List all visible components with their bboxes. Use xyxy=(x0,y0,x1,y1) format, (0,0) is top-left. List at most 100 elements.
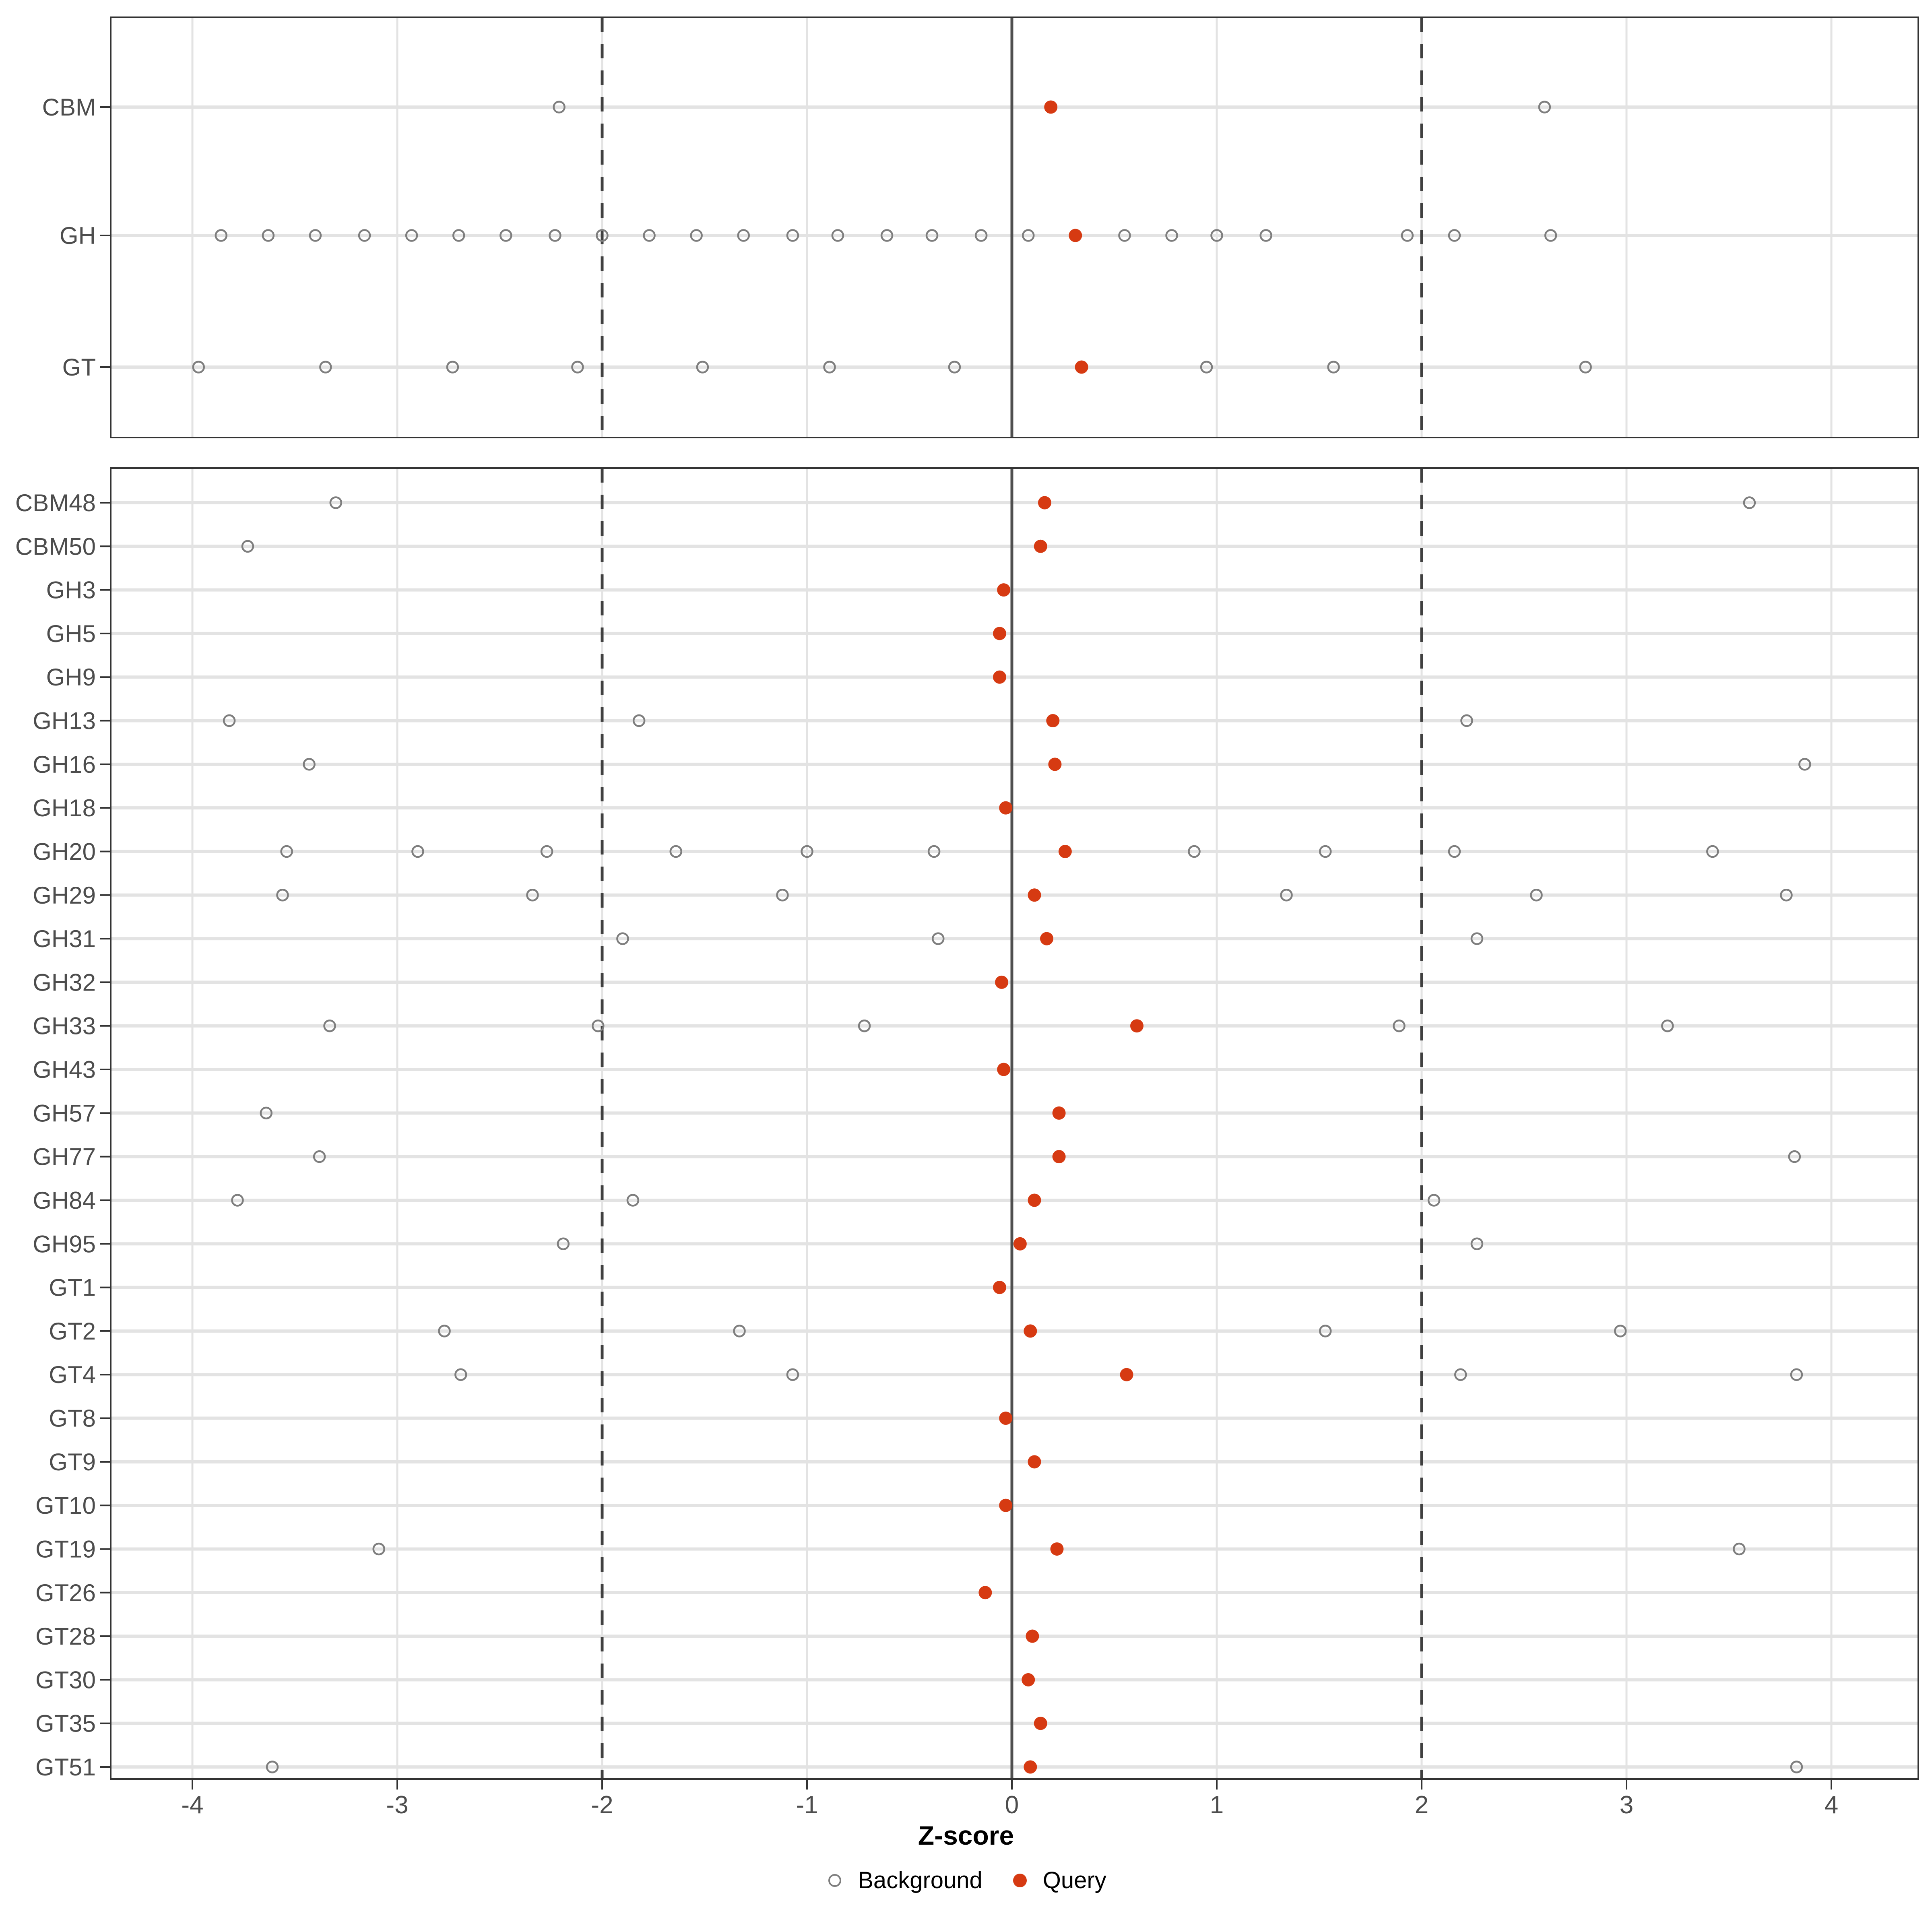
y-tick-label: GH5 xyxy=(46,620,96,647)
background-point xyxy=(1790,1761,1803,1773)
query-point xyxy=(1028,1455,1041,1469)
y-tick-label: GT4 xyxy=(49,1361,96,1388)
y-tick-label: GH95 xyxy=(33,1230,96,1257)
background-point xyxy=(452,229,465,242)
background-point xyxy=(323,1019,336,1032)
query-point xyxy=(1058,844,1072,858)
background-point xyxy=(733,1325,746,1338)
background-point xyxy=(266,1761,279,1773)
background-point xyxy=(1743,496,1756,509)
query-point xyxy=(1013,1237,1027,1251)
background-point xyxy=(454,1368,467,1381)
background-point xyxy=(329,496,343,509)
background-point xyxy=(696,361,709,374)
background-point xyxy=(948,361,961,374)
background-point xyxy=(1530,889,1543,902)
y-tick-label: CBM48 xyxy=(15,489,96,516)
background-point xyxy=(1460,714,1473,727)
query-point xyxy=(1048,758,1062,771)
y-tick-label: GT26 xyxy=(35,1579,96,1606)
y-tick-label: GH3 xyxy=(46,577,96,604)
background-point xyxy=(669,845,682,858)
query-point xyxy=(999,801,1013,815)
query-point xyxy=(1069,229,1082,242)
query-point xyxy=(1052,1150,1066,1164)
background-point xyxy=(303,758,316,771)
y-tick-label: GH84 xyxy=(33,1187,96,1214)
background-point xyxy=(616,932,629,945)
y-tick-label: GT xyxy=(62,354,96,381)
background-point xyxy=(215,229,228,242)
background-point xyxy=(1790,1368,1803,1381)
background-point xyxy=(1022,229,1035,242)
background-point xyxy=(1165,229,1178,242)
background-point xyxy=(925,229,939,242)
query-point xyxy=(1046,714,1060,728)
background-point xyxy=(319,361,332,374)
background-point xyxy=(313,1150,326,1163)
query-point xyxy=(999,1499,1013,1512)
background-point xyxy=(446,361,459,374)
query-point xyxy=(993,670,1006,684)
legend-label-background: Background xyxy=(858,1867,983,1893)
query-point xyxy=(1034,539,1047,553)
background-point xyxy=(1579,361,1592,374)
query-point xyxy=(978,1586,992,1600)
legend: Background Query xyxy=(0,1867,1932,1894)
background-point xyxy=(241,540,254,553)
background-point xyxy=(1733,1542,1746,1556)
legend-label-query: Query xyxy=(1042,1867,1106,1893)
background-point xyxy=(626,1194,640,1207)
background-point xyxy=(858,1019,871,1032)
background-point xyxy=(786,229,799,242)
query-point xyxy=(995,975,1009,989)
panel-border xyxy=(110,17,1919,438)
y-tick-label: GH32 xyxy=(33,969,96,996)
panel-border xyxy=(110,467,1919,1780)
background-point xyxy=(276,889,289,902)
query-point xyxy=(1026,1629,1039,1643)
background-point xyxy=(927,845,941,858)
background-point xyxy=(1798,758,1811,771)
x-tick-label: 4 xyxy=(1825,1791,1838,1819)
background-point xyxy=(1280,889,1293,902)
background-point xyxy=(823,361,836,374)
legend-item-query: Query xyxy=(1011,1867,1106,1894)
background-point xyxy=(632,714,646,727)
y-tick-label: GH13 xyxy=(33,708,96,735)
y-tick-label: CBM50 xyxy=(15,533,96,560)
y-tick-label: GT35 xyxy=(35,1710,96,1737)
background-point xyxy=(1427,1194,1441,1207)
background-point xyxy=(309,229,322,242)
y-tick-label: GH31 xyxy=(33,925,96,952)
y-tick-label: GT8 xyxy=(49,1405,96,1432)
background-point xyxy=(786,1368,799,1381)
y-tick-label: CBM xyxy=(42,94,96,121)
x-tick-label: 2 xyxy=(1415,1791,1428,1819)
background-point xyxy=(1118,229,1131,242)
background-point xyxy=(438,1325,451,1338)
background-point xyxy=(231,1194,244,1207)
y-tick-label: GH18 xyxy=(33,795,96,822)
background-point xyxy=(358,229,371,242)
background-point xyxy=(549,229,561,242)
y-tick-label: GH xyxy=(60,222,96,249)
background-point xyxy=(1448,229,1461,242)
background-point xyxy=(1614,1325,1627,1338)
background-point xyxy=(260,1106,272,1120)
query-point xyxy=(993,627,1006,640)
background-point xyxy=(801,845,813,858)
background-point xyxy=(1661,1019,1674,1032)
query-point xyxy=(1028,888,1041,902)
query-point xyxy=(1130,1019,1144,1033)
background-point xyxy=(1470,1237,1484,1251)
query-point xyxy=(1040,932,1054,945)
x-axis-title: Z-score xyxy=(918,1821,1014,1850)
query-point xyxy=(993,1281,1006,1294)
y-tick-label: GH43 xyxy=(33,1056,96,1083)
x-tick-label: -1 xyxy=(796,1791,818,1819)
background-point xyxy=(1319,845,1332,858)
background-point xyxy=(690,229,703,242)
y-tick-label: GT28 xyxy=(35,1623,96,1650)
